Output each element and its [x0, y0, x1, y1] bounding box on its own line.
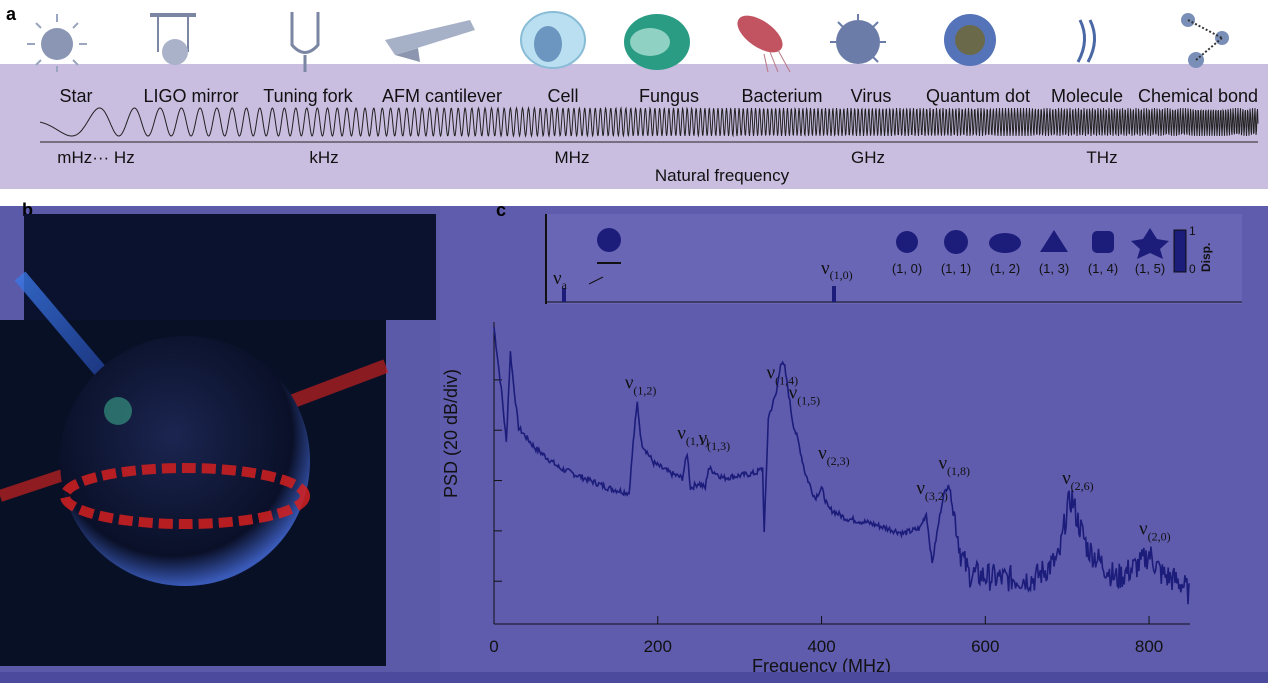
mode-label-13: (1, 3) — [1038, 261, 1070, 276]
mode-shape-13-icon — [1040, 230, 1068, 252]
panel-label-a: a — [6, 4, 17, 24]
object-label-cell: Cell — [547, 86, 579, 106]
bottom-strip — [0, 672, 1268, 683]
object-label-molecule: Molecule — [1050, 86, 1124, 106]
afm-cantilever-icon — [385, 20, 475, 62]
x-tick-label: 200 — [644, 637, 672, 656]
mode-label-14: (1, 4) — [1087, 261, 1119, 276]
y-axis-label: PSD (20 dB/div) — [441, 368, 461, 498]
inset-peak-10-label: ν(1,0) — [821, 258, 853, 282]
mode-shape-14-icon — [1092, 231, 1114, 253]
inset-graphics — [547, 228, 1242, 303]
freq-tick-ghz: GHz — [851, 148, 885, 167]
x-tick-label: 400 — [807, 637, 835, 656]
colorbar — [1173, 229, 1187, 273]
panel-label-b: b — [22, 200, 33, 220]
star-icon — [27, 14, 87, 72]
peak-label: ν(2,0) — [1139, 519, 1171, 544]
panel-a: a — [0, 0, 1268, 200]
bacterium-icon — [737, 15, 791, 72]
fungus-icon — [624, 14, 690, 70]
freq-tick-hz: mHz··· Hz — [57, 148, 135, 167]
x-tick-label: 0 — [489, 637, 498, 656]
image-top-crop — [24, 214, 436, 320]
mode-shape-11-icon — [944, 230, 968, 254]
mode-label-15: (1, 5) — [1134, 261, 1166, 276]
coupling-spot — [104, 397, 132, 425]
molecule-icon — [1076, 19, 1096, 63]
mode-label-11: (1, 1) — [940, 261, 972, 276]
object-label-virus: Virus — [850, 86, 892, 106]
freq-tick-khz: kHz — [309, 148, 339, 167]
natural-frequency-label: Natural frequency — [654, 166, 790, 185]
freq-tick-thz: THz — [1086, 148, 1118, 167]
x-tick-label: 600 — [971, 637, 999, 656]
peak-label: ν(1,4) — [766, 362, 798, 387]
mode-shape-15-icon — [1131, 228, 1169, 259]
tuning-fork-icon — [290, 12, 320, 72]
object-label-fungus: Fungus — [638, 86, 700, 106]
object-icons — [27, 11, 1229, 72]
peak-label: ν(2,3) — [818, 443, 850, 468]
object-label-chemical-bond: Chemical bond — [1137, 86, 1259, 106]
peak-label: ν(1,1) — [677, 423, 709, 448]
virus-icon — [830, 14, 886, 64]
object-label-afm-cantilever: AFM cantilever — [381, 86, 503, 106]
peak-label: ν(3,2) — [916, 478, 948, 503]
peak-label: ν(1,5) — [789, 383, 821, 408]
cell-icon — [520, 11, 586, 69]
panel-label-c: c — [496, 200, 507, 220]
microsphere-render — [0, 214, 436, 666]
mode-shape-12-icon — [989, 233, 1021, 253]
peak-label: ν(1,8) — [938, 453, 970, 478]
inset-peak-a-label: νa — [553, 268, 567, 292]
colorbar-min: 0 — [1189, 262, 1196, 276]
freq-tick-mhz: MHz — [554, 148, 590, 167]
whispering-gallery-mode — [60, 463, 310, 529]
peak-label: ν(2,6) — [1062, 468, 1094, 493]
red-laser-beam-right — [277, 359, 389, 413]
chirp-wave — [39, 106, 1259, 143]
mode-shape-inset: νa ν(1,0) (1, 0) (1, 1) (1, 2) (1, 3) (1… — [545, 214, 1242, 304]
quantum-dot-icon — [944, 14, 996, 66]
object-label-quantum-dot: Quantum dot — [925, 86, 1031, 106]
peak-label: ν(1,3) — [699, 428, 731, 453]
x-axis-label: Frequency (MHz) — [752, 656, 892, 676]
object-label-bacterium: Bacterium — [741, 86, 823, 106]
chemical-bond-icon — [1181, 13, 1229, 68]
object-label-star: Star — [59, 86, 93, 106]
mode-shape-10-icon — [896, 231, 918, 253]
colorbar-max: 1 — [1189, 224, 1196, 238]
x-tick-label: 800 — [1135, 637, 1163, 656]
pendulum-mode-icon — [597, 228, 621, 252]
object-label-tuning-fork: Tuning fork — [263, 86, 353, 106]
mode-label-10: (1, 0) — [891, 261, 923, 276]
peak-label: ν(1,2) — [625, 373, 657, 398]
psd-trace — [493, 327, 1190, 605]
mode-label-12: (1, 2) — [989, 261, 1021, 276]
object-label-ligo-mirror: LIGO mirror — [143, 86, 239, 106]
ligo-mirror-icon — [150, 13, 196, 65]
